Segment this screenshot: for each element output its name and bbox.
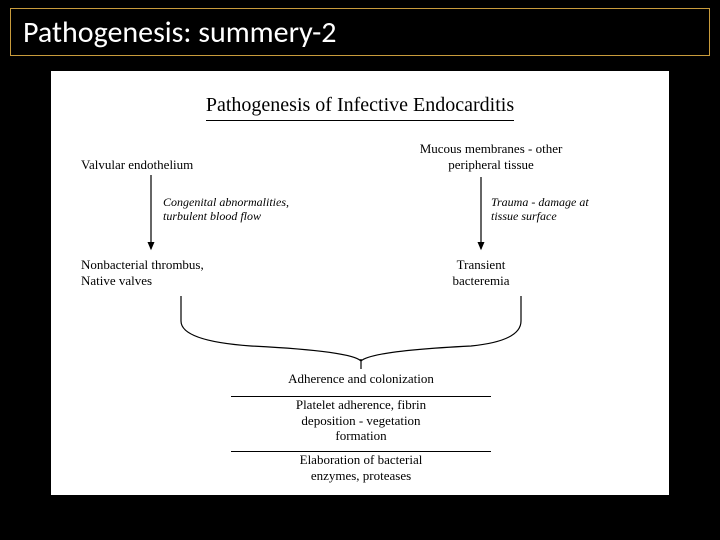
- diagram-frame: Pathogenesis of Infective Endocarditis V…: [48, 68, 672, 498]
- node-elaboration: Elaboration of bacterialenzymes, proteas…: [231, 451, 491, 483]
- node-adherence: Adherence and colonization: [231, 371, 491, 387]
- node-transient-bacteremia: Transientbacteremia: [411, 257, 551, 288]
- diagram-title-text: Pathogenesis of Infective Endocarditis: [206, 93, 514, 121]
- label-trauma: Trauma - damage attissue surface: [491, 195, 651, 224]
- label-congenital: Congenital abnormalities,turbulent blood…: [163, 195, 343, 224]
- node-platelet-adherence: Platelet adherence, fibrindeposition - v…: [231, 396, 491, 444]
- slide-title: Pathogenesis: summery-2: [23, 14, 337, 51]
- node-mucous-membranes: Mucous membranes - otherperipheral tissu…: [381, 141, 601, 172]
- node-valvular-endothelium: Valvular endothelium: [81, 157, 261, 173]
- diagram: Pathogenesis of Infective Endocarditis V…: [51, 71, 669, 495]
- node-nonbacterial-thrombus: Nonbacterial thrombus,Native valves: [81, 257, 261, 288]
- diagram-title: Pathogenesis of Infective Endocarditis: [51, 93, 669, 121]
- slide-title-box: Pathogenesis: summery-2: [10, 8, 710, 56]
